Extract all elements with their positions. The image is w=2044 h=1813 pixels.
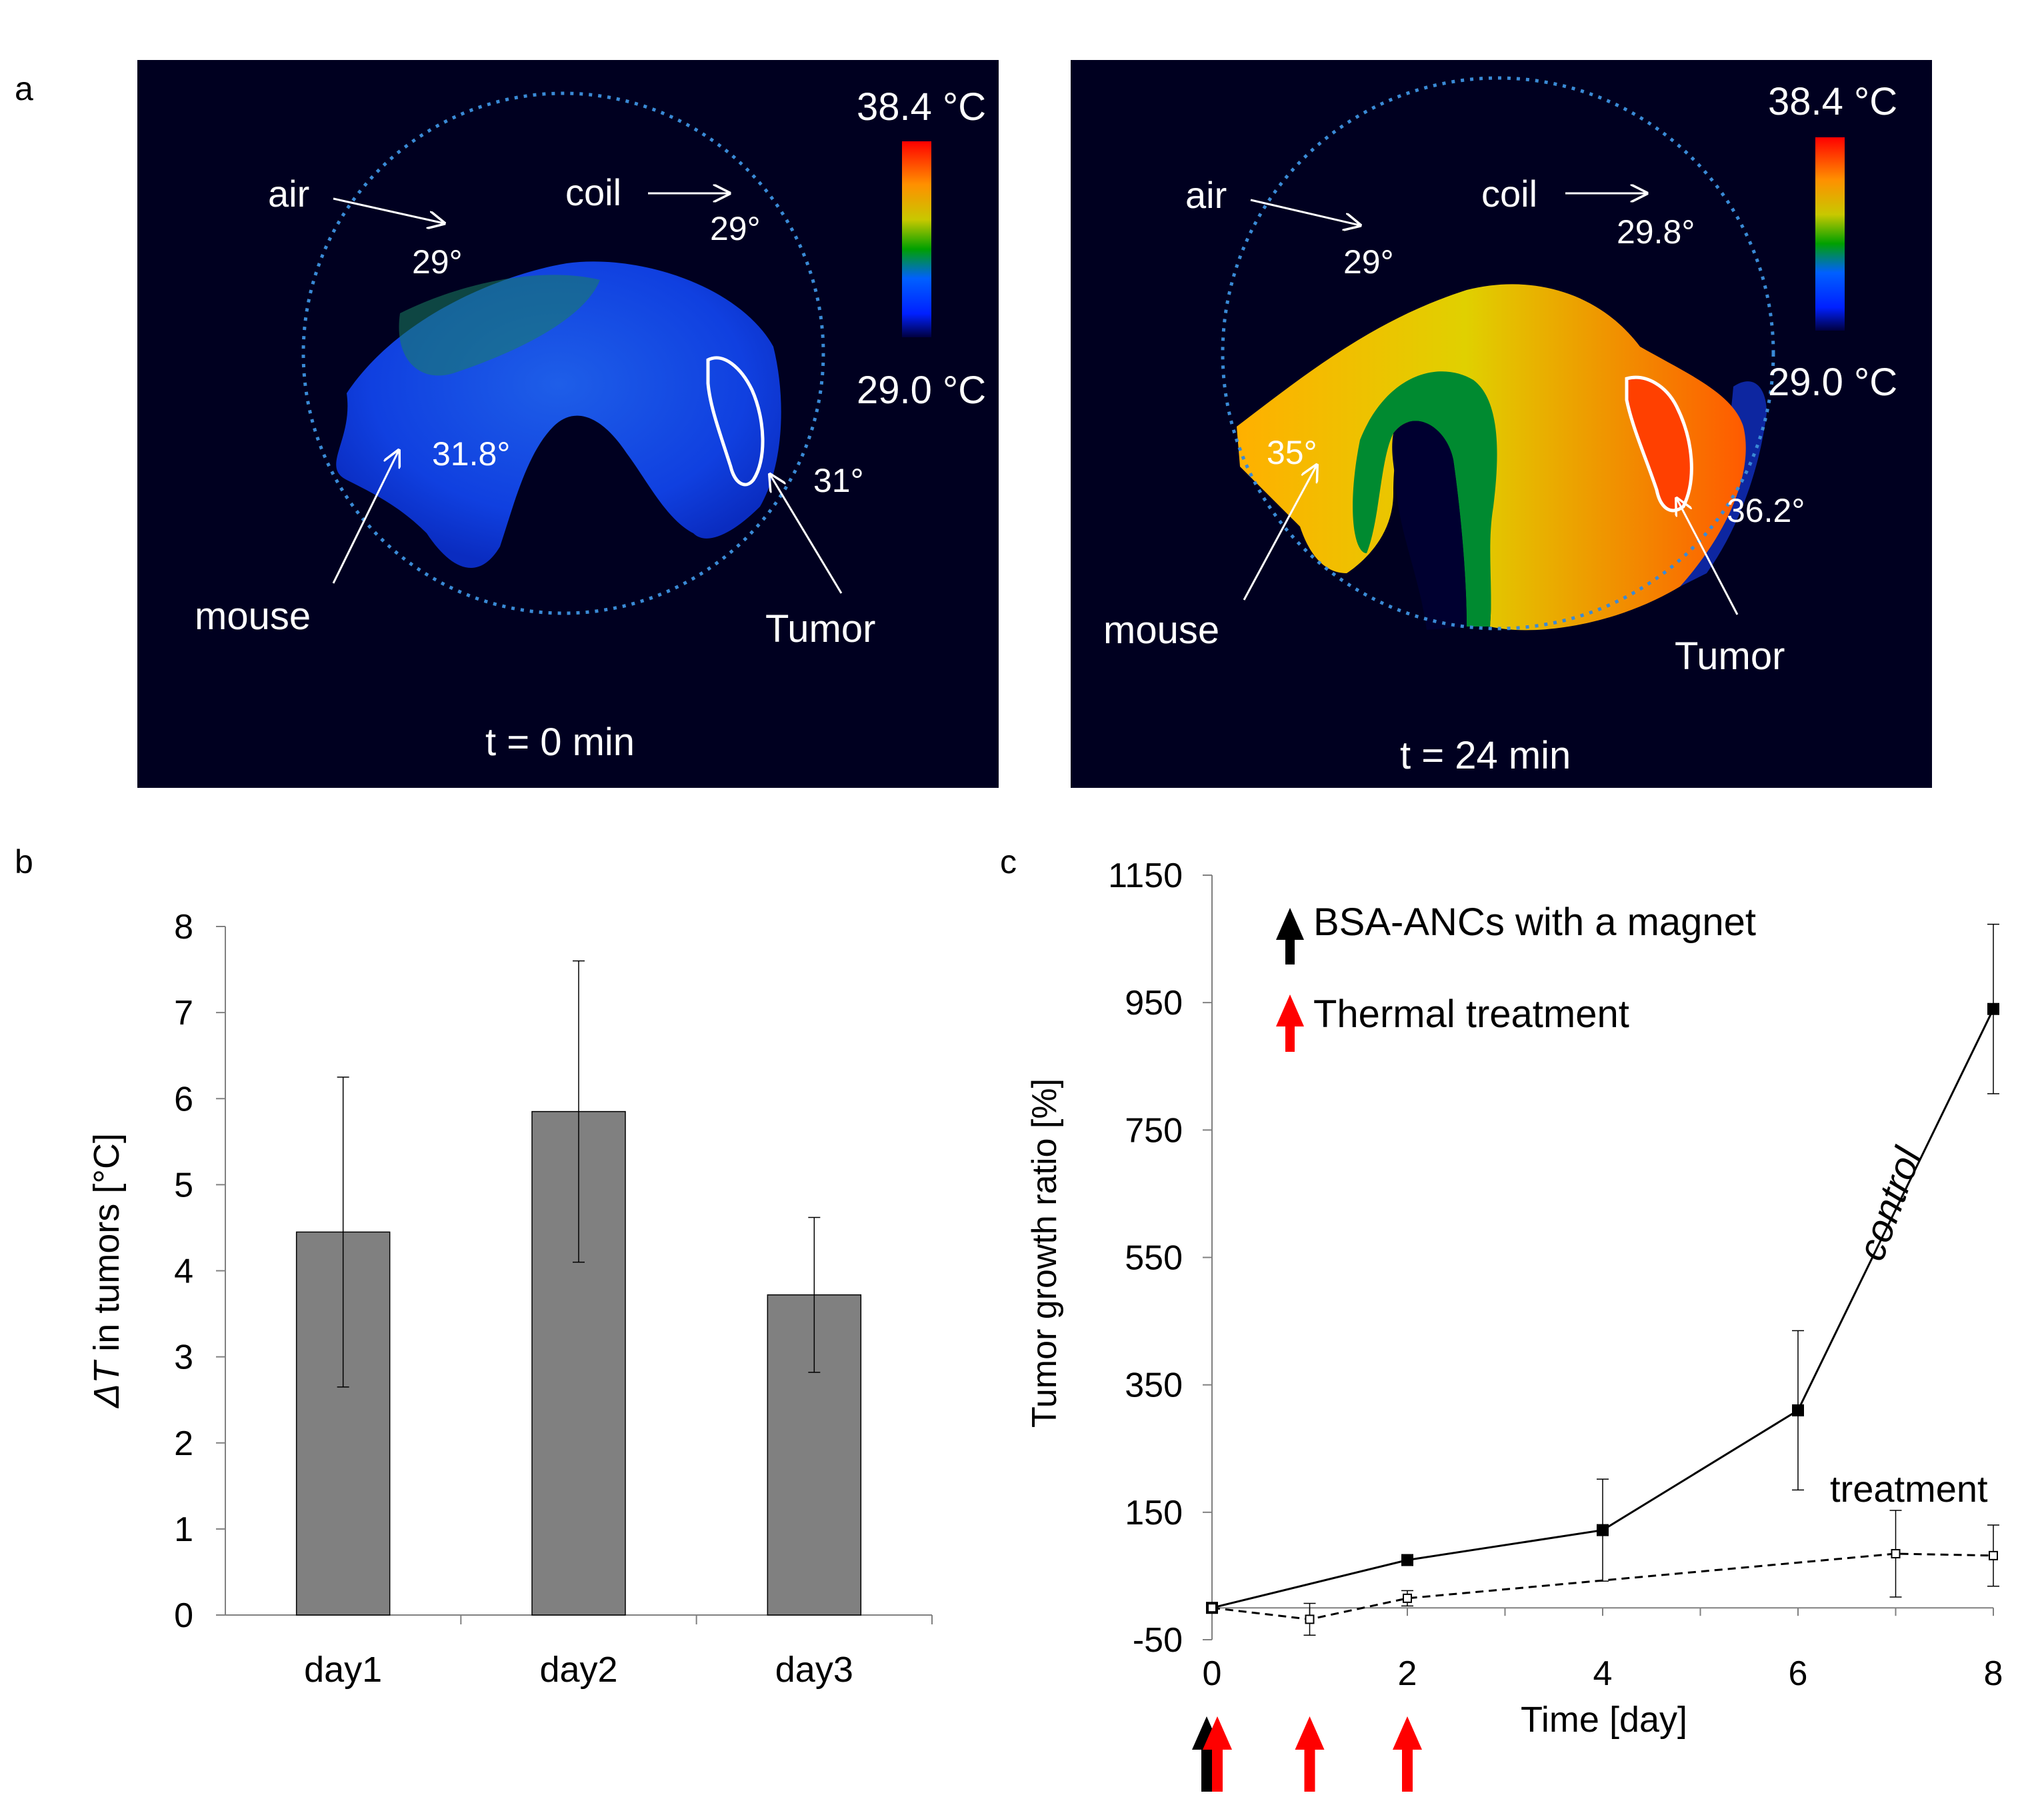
mouse-arrow xyxy=(1243,465,1317,601)
colorbar-max-label: 38.4 °C xyxy=(857,85,986,129)
air-label: air xyxy=(268,173,309,215)
x-tick-label: 2 xyxy=(1398,1654,1417,1693)
y-tick-label: 8 xyxy=(174,908,193,946)
data-point-control xyxy=(1597,1524,1609,1536)
thermal-arrow-day-1 xyxy=(1295,1716,1325,1792)
y-tick-label: 0 xyxy=(174,1596,193,1635)
tumor-temp: 36.2° xyxy=(1727,492,1805,529)
colorbar-min-label: 29.0 °C xyxy=(1768,361,1897,404)
coil-label: coil xyxy=(565,171,621,213)
thermal-arrow-day-0 xyxy=(1203,1716,1232,1792)
tumor-arrow xyxy=(1677,499,1739,615)
legend-black-label: BSA-ANCs with a magnet xyxy=(1313,901,1756,944)
colorbar-max-label: 38.4 °C xyxy=(1768,80,1897,123)
y-tick-label: 5 xyxy=(174,1166,193,1204)
time-label: t = 0 min xyxy=(485,721,635,764)
mouse-gap xyxy=(1392,421,1467,630)
air-temp: 29° xyxy=(1343,243,1394,281)
tumor-label: Tumor xyxy=(1675,635,1785,678)
y-tick-label: 150 xyxy=(1125,1494,1183,1532)
y-tick-label: 950 xyxy=(1125,984,1183,1022)
coil-label: coil xyxy=(1481,173,1537,215)
mouse-temp: 35° xyxy=(1267,434,1317,471)
air-temp: 29° xyxy=(412,243,463,281)
data-point-treatment xyxy=(1403,1593,1412,1603)
x-axis-title: Time [day] xyxy=(1521,1700,1687,1740)
coil-outline xyxy=(1221,76,1775,631)
treatment-label: treatment xyxy=(1830,1468,1988,1510)
y-axis-title-italic: ΔT xyxy=(87,1359,127,1409)
y-tick-label: 2 xyxy=(174,1424,193,1463)
air-arrow xyxy=(333,197,444,223)
mouse-label: mouse xyxy=(195,595,311,638)
control-label: control xyxy=(1849,1141,1930,1266)
data-point-control xyxy=(1401,1554,1413,1566)
data-point-treatment xyxy=(1891,1548,1901,1558)
tumor-arrow xyxy=(770,475,843,594)
mouse-warm-spot xyxy=(399,275,600,376)
legend-red-label: Thermal treatment xyxy=(1313,992,1629,1036)
data-point-control xyxy=(1792,1404,1804,1416)
y-tick-label: 1150 xyxy=(1108,857,1183,895)
colorbar xyxy=(1815,137,1845,331)
y-tick-label: 7 xyxy=(174,994,193,1032)
y-tick-label: -50 xyxy=(1133,1621,1183,1660)
y-tick-label: 550 xyxy=(1125,1239,1183,1278)
x-tick-label: day3 xyxy=(775,1650,853,1690)
thermal-background xyxy=(137,60,999,788)
y-tick-label: 750 xyxy=(1125,1111,1183,1150)
legend: BSA-ANCs with a magnet Thermal treatment xyxy=(1276,901,1756,1052)
data-point-treatment xyxy=(1305,1614,1315,1624)
time-label: t = 24 min xyxy=(1400,734,1571,777)
y-tick-label: 3 xyxy=(174,1338,193,1377)
x-tick-label: 4 xyxy=(1593,1654,1613,1693)
thermal-image-t0: 38.4 °C 29.0 °C air 29° coil 29° 31.8° m… xyxy=(137,60,999,788)
y-tick-label: 4 xyxy=(174,1252,193,1291)
x-tick-label: 6 xyxy=(1789,1654,1808,1693)
mouse-label: mouse xyxy=(1103,609,1219,652)
series-line-treatment xyxy=(1211,1552,1994,1620)
coil-temp: 29.8° xyxy=(1617,213,1695,251)
mouse-arrow xyxy=(332,451,399,584)
panel-c-label: c xyxy=(1000,843,1017,881)
mouse-green-band xyxy=(1353,371,1497,627)
data-point-treatment xyxy=(1989,1550,1998,1560)
panel-b-label: b xyxy=(15,843,33,881)
y-axis-title-rest: in tumors [°C] xyxy=(87,1133,127,1362)
y-axis-title: ΔT in tumors [°C] xyxy=(87,1133,127,1409)
y-tick-label: 350 xyxy=(1125,1366,1183,1405)
y-tick-label: 6 xyxy=(174,1080,193,1118)
data-point-control xyxy=(1987,1002,1999,1015)
delta-t-bar-chart: ΔT in tumors [°C] 0 1 2 3 4 5 6 7 8 day1 day2 day3 xyxy=(87,908,933,1690)
coil-temp: 29° xyxy=(710,210,761,247)
tumor-outline xyxy=(706,356,765,487)
panel-a-label: a xyxy=(15,70,33,107)
x-tick-label: day1 xyxy=(304,1650,382,1690)
coil-outline xyxy=(301,91,825,615)
thermal-image-t24: 38.4 °C 29.0 °C air 29° coil 29.8° 35° m… xyxy=(1071,60,1932,788)
tumor-temp: 31° xyxy=(813,462,864,499)
air-arrow xyxy=(1250,199,1360,225)
air-label: air xyxy=(1185,174,1227,216)
x-tick-label: day2 xyxy=(539,1650,617,1690)
tumor-growth-line-chart: Tumor growth ratio [%] Time [day] BSA-AN… xyxy=(1025,857,2003,1792)
y-tick-label: 1 xyxy=(174,1510,193,1549)
mouse-temp: 31.8° xyxy=(432,435,510,473)
data-point-treatment xyxy=(1207,1603,1217,1613)
y-axis-title: Tumor growth ratio [%] xyxy=(1025,1078,1064,1428)
legend-red-arrow xyxy=(1276,994,1304,1052)
tumor-label: Tumor xyxy=(765,607,875,651)
colorbar xyxy=(902,141,931,337)
colorbar-min-label: 29.0 °C xyxy=(857,369,986,412)
x-tick-label: 8 xyxy=(1984,1654,2003,1693)
legend-black-arrow xyxy=(1276,908,1304,964)
x-tick-label: 0 xyxy=(1203,1654,1222,1693)
thermal-arrow-day-2 xyxy=(1393,1716,1422,1792)
